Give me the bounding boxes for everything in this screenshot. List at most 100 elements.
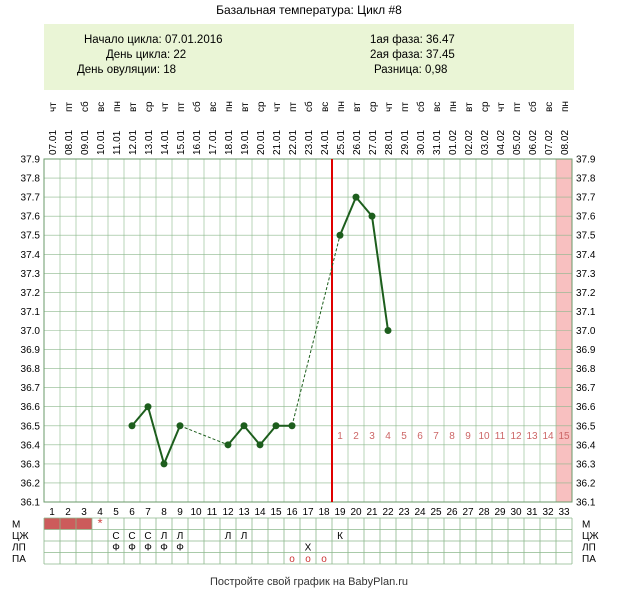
y-tick-label-right: 37.3 [576, 269, 596, 280]
period-day-cell [60, 518, 76, 530]
cycle-info-panel: Начало цикла: 07.01.2016 День цикла: 22 … [44, 24, 574, 90]
x-day-number: 8 [161, 507, 167, 518]
y-tick-label-right: 36.9 [576, 345, 596, 356]
temperature-line-segment [259, 425, 277, 446]
luteal-day-label: 3 [369, 431, 375, 442]
x-day-number: 26 [446, 507, 458, 518]
x-day-number: 15 [270, 507, 282, 518]
x-date-label: 07.01 [48, 130, 59, 155]
symptom-mark: Л [177, 531, 184, 542]
y-tick-label-left: 36.6 [21, 402, 41, 413]
x-date-label: 06.02 [528, 130, 539, 155]
luteal-day-label: 12 [510, 431, 522, 442]
plot-frame [43, 158, 573, 503]
x-weekday-label: ср [256, 101, 267, 112]
temperature-point [176, 422, 184, 430]
info-phase2: 2ая фаза: 37.45 [370, 49, 455, 61]
y-tick-label-right: 37.2 [576, 288, 596, 299]
x-date-label: 18.01 [224, 130, 235, 155]
y-tick-label-left: 37.7 [21, 193, 41, 204]
temperature-point [352, 193, 360, 201]
x-weekday-label: пт [512, 102, 523, 112]
x-date-label: 04.02 [496, 130, 507, 155]
temperature-line-segment [355, 196, 373, 217]
y-tick-label-left: 37.2 [21, 288, 41, 299]
symptom-mark: o [305, 554, 311, 565]
symptom-mark: С [128, 531, 135, 542]
symptom-mark: o [289, 554, 295, 565]
luteal-day-label: 8 [449, 431, 455, 442]
x-day-number: 7 [145, 507, 151, 518]
temperature-point [336, 231, 344, 239]
symptom-mark: Х [305, 543, 312, 554]
info-cycle-day: День цикла: 22 [106, 49, 187, 61]
x-date-label: 17.01 [208, 130, 219, 155]
x-weekday-label: пн [224, 101, 235, 112]
y-tick-label-right: 37.8 [576, 174, 596, 185]
temperature-point [384, 327, 392, 334]
x-weekday-label: вт [240, 102, 251, 112]
x-weekday-label: пн [560, 101, 571, 112]
x-day-number: 32 [542, 507, 554, 518]
x-date-label: 31.01 [432, 130, 443, 155]
luteal-day-label: 15 [558, 431, 570, 442]
x-date-label: 08.01 [64, 130, 75, 155]
x-date-label: 10.01 [96, 130, 107, 155]
temperature-gap-segment [179, 425, 229, 446]
x-weekday-label: сб [303, 101, 315, 112]
y-tick-label-left: 36.5 [21, 421, 41, 432]
symptom-mark: Ф [112, 543, 120, 554]
x-day-number: 14 [254, 507, 266, 518]
y-tick-label-right: 37.4 [576, 250, 596, 261]
x-weekday-label: пн [336, 101, 347, 112]
temperature-line-segment [163, 425, 181, 465]
x-day-number: 1 [49, 507, 55, 518]
x-day-number: 21 [366, 507, 378, 518]
symptom-mark: Л [161, 531, 168, 542]
x-day-number: 4 [97, 507, 103, 518]
luteal-day-label: 4 [385, 431, 391, 442]
temperature-point [144, 403, 152, 411]
x-date-label: 13.01 [144, 130, 155, 155]
y-tick-label-right: 36.6 [576, 402, 596, 413]
y-tick-label-left: 36.4 [21, 440, 41, 451]
symptom-mark: Л [241, 531, 248, 542]
temperature-point [160, 460, 168, 468]
footer-promo: Постройте свой график на BabyPlan.ru [209, 576, 409, 588]
y-tick-label-right: 37.0 [576, 326, 596, 337]
row-label-left: М [12, 520, 20, 531]
y-tick-label-right: 36.8 [576, 364, 596, 375]
luteal-day-label: 5 [401, 431, 407, 442]
info-cycle-start: Начало цикла: 07.01.2016 [84, 34, 223, 46]
x-weekday-label: вс [96, 102, 107, 112]
x-weekday-label: ср [480, 101, 491, 112]
y-tick-label-right: 37.1 [576, 307, 596, 318]
temperature-point [128, 422, 136, 430]
x-weekday-label: сб [79, 101, 91, 112]
luteal-day-label: 13 [526, 431, 538, 442]
x-day-number: 29 [494, 507, 506, 518]
row-label-right: ПА [582, 554, 596, 565]
x-weekday-label: вс [544, 102, 555, 112]
x-day-number: 33 [558, 507, 570, 518]
y-tick-label-right: 36.5 [576, 421, 596, 432]
row-label-left: ПА [12, 554, 26, 565]
x-weekday-label: пт [64, 102, 75, 112]
x-day-number: 17 [302, 507, 314, 518]
y-tick-label-left: 36.1 [21, 498, 41, 509]
x-weekday-label: чт [496, 102, 507, 112]
x-date-label: 25.01 [336, 130, 347, 155]
y-tick-label-left: 37.1 [21, 307, 41, 318]
y-tick-label-left: 37.8 [21, 174, 41, 185]
x-day-number: 20 [350, 507, 362, 518]
x-date-label: 27.01 [368, 130, 379, 155]
x-day-number: 25 [430, 507, 442, 518]
x-day-number: 10 [190, 507, 202, 518]
luteal-day-label: 6 [417, 431, 423, 442]
row-label-right: М [582, 520, 590, 531]
x-weekday-label: сб [191, 101, 203, 112]
temperature-point [272, 422, 280, 430]
y-tick-label-left: 37.9 [21, 155, 41, 166]
y-tick-label-left: 36.9 [21, 345, 41, 356]
